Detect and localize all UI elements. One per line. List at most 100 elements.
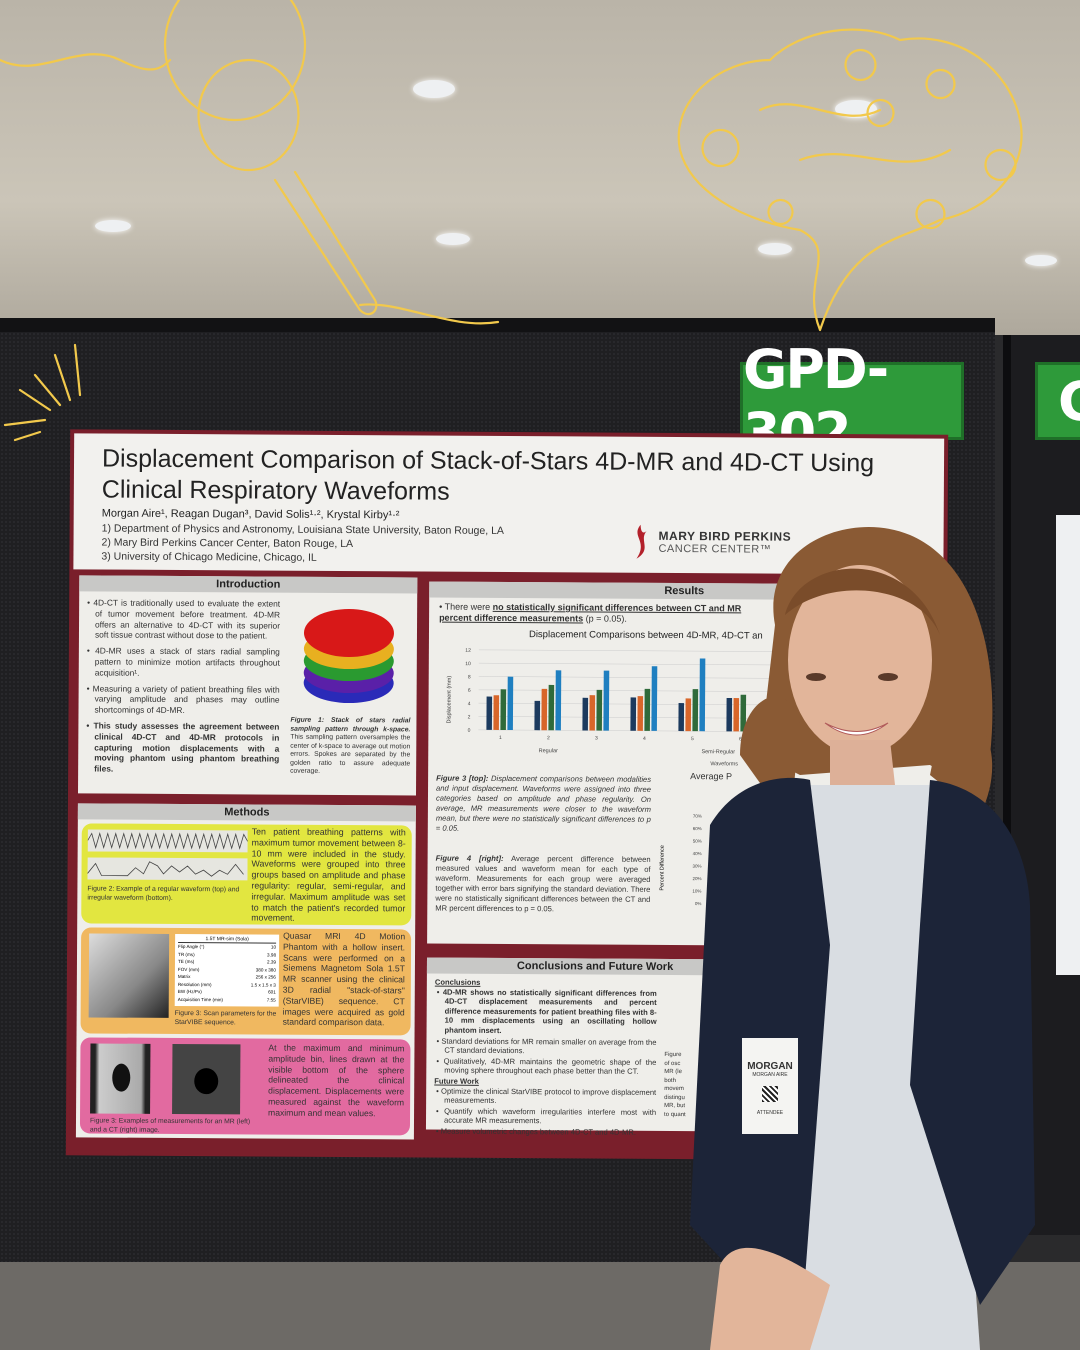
methods-text: Quasar MRI 4D Motion Phantom with a holl…	[282, 930, 406, 1028]
conclusions-text: Conclusions • 4D-MR shows no statistical…	[434, 978, 657, 1139]
table-cell: 10	[270, 944, 277, 950]
y-tick-label: 60%	[693, 826, 702, 831]
table-cell: TE (ms)	[177, 958, 195, 965]
figure-3b-caption: Figure 3: Examples of measurements for a…	[89, 1117, 251, 1134]
table-cell: FOV (mm)	[177, 966, 200, 972]
x-tick-label: 6	[739, 736, 742, 742]
poster-header: Displacement Comparison of Stack-of-Star…	[73, 433, 945, 575]
bar	[493, 695, 500, 730]
ceiling-light	[1025, 255, 1057, 266]
research-poster: Displacement Comparison of Stack-of-Star…	[65, 429, 949, 1161]
presenter-person	[690, 527, 1035, 1350]
y-axis-label: Percent Difference	[659, 845, 665, 890]
methods-text: At the maximum and minimum amplitude bin…	[268, 1042, 405, 1118]
section-heading: Methods	[77, 803, 416, 822]
bar	[589, 695, 596, 731]
methods-block-phantom: 1.5T MR-sim (Sola) Flip Angle (°) 10 TR (m…	[80, 927, 412, 1036]
table-cell: 380 x 380	[255, 966, 276, 973]
group-label: Regular	[539, 748, 558, 754]
bar	[651, 666, 658, 731]
future-item: • Quantify which waveform irregularities…	[436, 1106, 657, 1126]
y-tick-label: 8	[468, 674, 471, 680]
qr-code	[762, 1086, 778, 1102]
brain-doodle-icon	[677, 28, 1023, 332]
bar	[740, 694, 747, 732]
affiliations: 1) Department of Physics and Astronomy, …	[101, 522, 504, 566]
section-heading: Introduction	[79, 575, 418, 594]
bar	[541, 688, 548, 731]
y-tick-label: 0	[468, 728, 471, 734]
table-cell: Matrix	[177, 973, 191, 980]
table-cell: Flip Angle (°)	[178, 943, 205, 950]
magnifying-glass-icon	[0, 0, 500, 325]
y-tick-label: 6	[468, 688, 471, 694]
table-cell: 256 x 256	[255, 974, 276, 980]
badge-full-name: MORGAN AIRE	[752, 1072, 788, 1078]
y-tick-label: 2	[468, 714, 471, 720]
figure-4-caption: Figure 4 [right]: Average percent differ…	[435, 853, 651, 914]
group-label: Semi-Regular	[701, 749, 735, 755]
future-item: • Measure volumetric changes between 4D-…	[435, 1126, 637, 1137]
figure-2-caption: Figure 2: Example of a regular waveform …	[87, 885, 240, 902]
methods-text: Ten patient breathing patterns with maxi…	[251, 826, 406, 924]
results-panel: Results • There were no statistically si…	[427, 581, 940, 947]
ceiling-light	[758, 243, 792, 255]
attendee-badge: MORGAN MORGAN AIRE ATTENDEE	[742, 1038, 798, 1134]
x-tick-label: 2	[547, 735, 550, 741]
bar	[500, 689, 507, 730]
conclusion-item: • Standard deviations for MR remain smal…	[436, 1036, 657, 1056]
figure-1-caption: Figure 1: Stack of stars radial sampling…	[290, 716, 411, 775]
conclusion-item: • Qualitatively, 4D-MR maintains the geo…	[436, 1056, 657, 1077]
y-tick-label: 20%	[692, 876, 701, 881]
sparkle-lines-icon	[3, 343, 82, 442]
methods-block-measurement: Figure 3: Examples of measurements for a…	[79, 1037, 411, 1136]
table-cell: 1.5 x 1.5 x 3	[250, 981, 276, 988]
flame-icon	[636, 524, 647, 559]
bar	[678, 703, 685, 732]
table-cell: BW (Hz/Px)	[177, 988, 202, 995]
phantom-photo	[88, 933, 170, 1018]
gridline	[478, 662, 779, 666]
conclusion-item: • 4D-MR shows no statistically significa…	[436, 987, 657, 1035]
methods-block-waveforms: Figure 2: Example of a regular waveform …	[81, 823, 412, 926]
adjacent-booth-sign: G	[1035, 362, 1080, 440]
figure-3-results-caption: Figure 3 [top]: Displacement comparisons…	[435, 773, 652, 833]
y-tick-label: 30%	[693, 864, 702, 869]
methods-panel: Methods Figure 2: Example of a regular w…	[75, 803, 416, 1140]
bar	[548, 684, 555, 731]
y-axis-label: Displacement (mm)	[446, 676, 452, 724]
bar	[692, 689, 699, 732]
gridline	[478, 676, 779, 679]
bar	[699, 658, 706, 732]
x-tick-label: 5	[691, 736, 694, 742]
introduction-panel: Introduction • 4D-CT is traditionally us…	[78, 575, 418, 796]
bar	[685, 698, 692, 732]
gridline	[478, 649, 779, 652]
ceiling-light	[95, 220, 131, 232]
table-cell: 7:55	[266, 997, 276, 1003]
bar	[630, 697, 637, 731]
y-tick-label: 12	[465, 648, 471, 654]
intro-bullet: • Measuring a variety of patient breathi…	[86, 683, 280, 716]
bar	[555, 670, 562, 731]
mary-bird-perkins-logo: MARY BIRD PERKINS CANCER CENTER™	[628, 523, 791, 562]
mr-image	[90, 1043, 151, 1114]
y-tick-label: 50%	[693, 839, 702, 844]
percent-difference-chart: 0% 10% 20% 30% 40% 50% 60% 70% Percent Differenc…	[659, 814, 702, 907]
x-tick-label: 4	[643, 736, 646, 742]
intro-bullet: • 4D-MR uses a stack of stars radial sam…	[86, 645, 280, 678]
table-cell: TR (ms)	[178, 951, 195, 957]
bar	[596, 689, 603, 731]
x-axis-label: Waveforms	[710, 761, 738, 767]
table-cell: Acquisition Time (min)	[177, 996, 223, 1002]
bar	[733, 698, 740, 732]
gridline	[478, 689, 779, 692]
bar	[637, 696, 644, 731]
stack-of-stars-figure	[303, 609, 394, 704]
future-item: • Optimize the clinical StarVIBE protoco…	[436, 1086, 657, 1106]
table-row: Acquisition Time (min) 7:55	[178, 995, 276, 1003]
bar	[726, 698, 733, 732]
affiliation: 3) University of Chicago Medicine, Chica…	[101, 550, 317, 564]
table-cell: 3.98	[267, 952, 277, 958]
bar	[507, 676, 514, 731]
